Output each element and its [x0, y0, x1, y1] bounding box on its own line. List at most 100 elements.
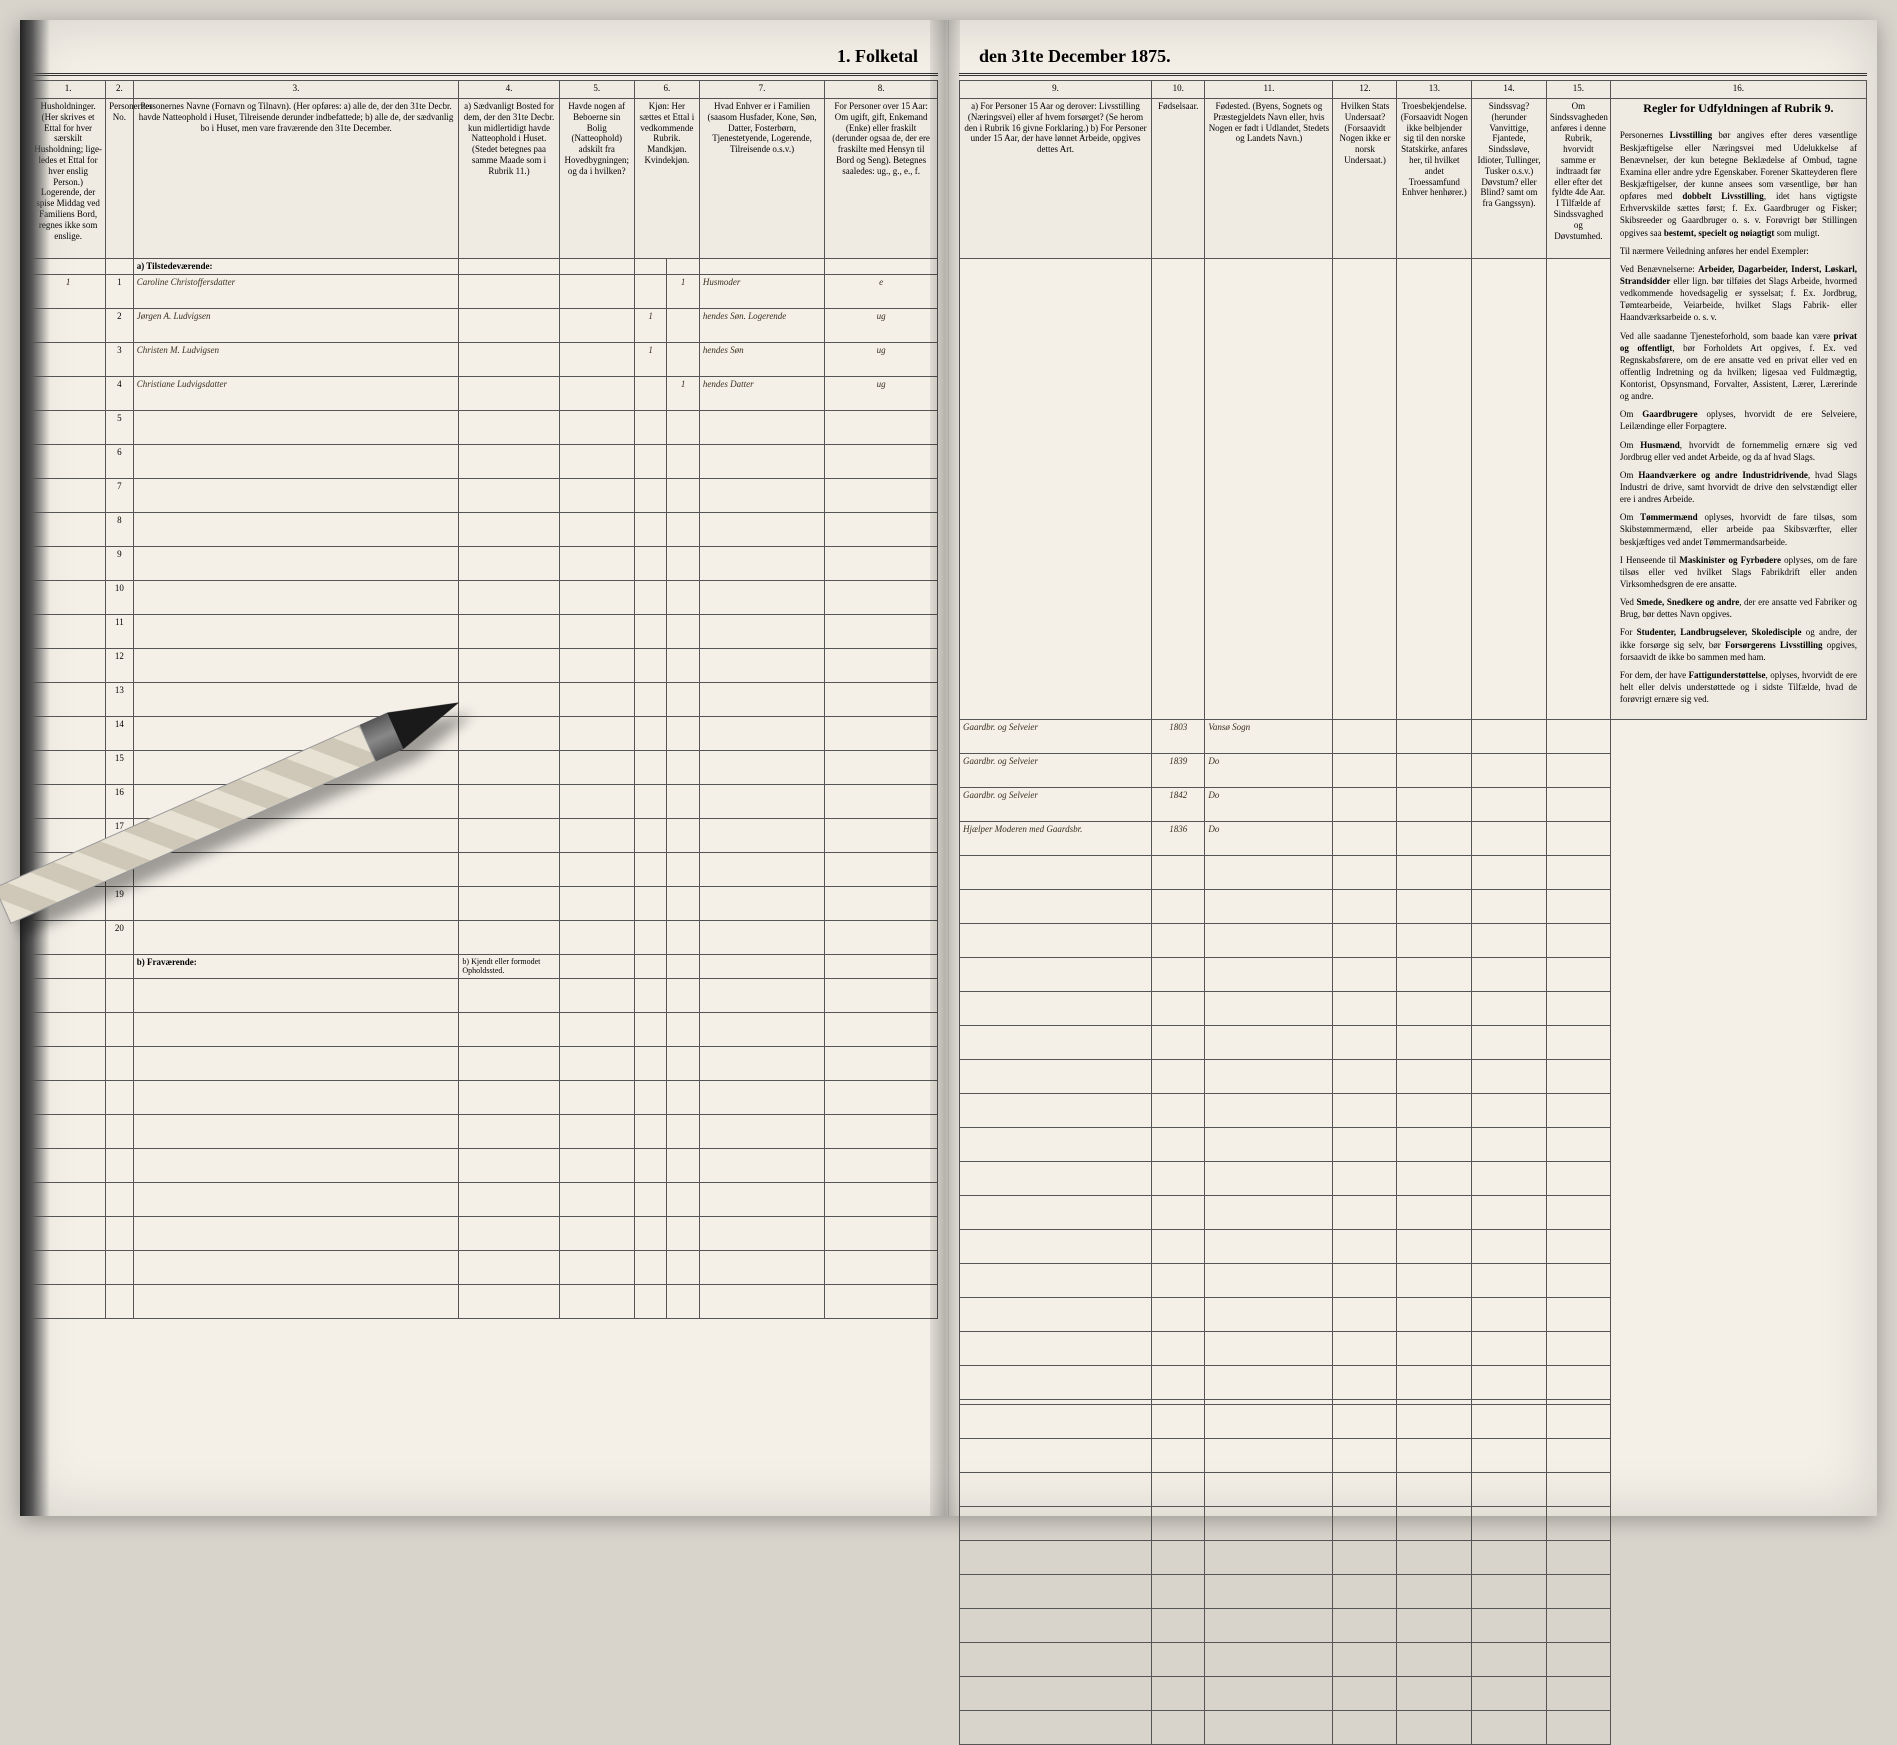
birth-year: 1836 [1152, 822, 1205, 856]
right-table-body-b [960, 1405, 1867, 1745]
person-num: 20 [106, 920, 134, 954]
instructions-paragraph: Personernes Livsstilling bør angives eft… [1620, 129, 1857, 238]
table-row: 9 [31, 546, 938, 580]
person-num: 6 [106, 444, 134, 478]
table-row [960, 1162, 1867, 1196]
sex-f: 1 [667, 376, 700, 410]
table-row [960, 1643, 1867, 1677]
header-row-right: a) For Personer 15 Aar og derover: Livss… [960, 99, 1867, 259]
table-row: 15 [31, 750, 938, 784]
section-a-label-row: a) Tilstedeværende: [31, 259, 938, 275]
header-row: Husholdninger. (Her skrives et Ettal for… [31, 99, 938, 259]
family-rel: hendes Søn. Logerende [699, 308, 824, 342]
instructions-paragraph: Til nærmere Veiledning anføres her endel… [1620, 245, 1857, 257]
table-row: 4Christiane Ludvigsdatter1hendes Datteru… [31, 376, 938, 410]
table-row: 11 [31, 614, 938, 648]
person-num: 12 [106, 648, 134, 682]
instructions-paragraph: Om Haandværkere og andre Industridrivend… [1620, 469, 1857, 505]
cell-sinds [1472, 788, 1547, 822]
instructions-paragraph: Ved Benævnelserne: Arbeider, Dagarbeider… [1620, 263, 1857, 324]
right-page: den 31te December 1875. 9. 10. 11. 12. 1… [949, 20, 1877, 1516]
table-row [31, 1216, 938, 1250]
census-book: 1. Folketal 1. 2. 3. 4. 5. 6. 7. 8. Hush… [20, 20, 1877, 1516]
cell-sinds2 [1546, 822, 1610, 856]
header-15: Om Sindssvagheden anføres i denne Rubrik… [1546, 99, 1610, 259]
table-row: 19 [31, 886, 938, 920]
person-num: 8 [106, 512, 134, 546]
birth-year: 1803 [1152, 720, 1205, 754]
cell-sinds [1472, 822, 1547, 856]
occupation: Gaardbr. og Selveier [960, 754, 1152, 788]
table-row [31, 1250, 938, 1284]
header-3: Personernes Navne (Fornavn og Tilnavn). … [133, 99, 459, 259]
table-row: 2Jørgen A. Ludvigsen1hendes Søn. Logeren… [31, 308, 938, 342]
instructions-paragraph: Ved alle saadanne Tjenesteforhold, som b… [1620, 330, 1857, 403]
col-num-5: 5. [559, 81, 634, 99]
table-row [31, 978, 938, 1012]
table-row [960, 1094, 1867, 1128]
sex-m: 1 [634, 308, 667, 342]
instructions-paragraph: For Studenter, Landbrugselever, Skoledis… [1620, 626, 1857, 662]
person-num: 3 [106, 342, 134, 376]
sex-m: 1 [634, 342, 667, 376]
sex-m [634, 274, 667, 308]
table-row [31, 1012, 938, 1046]
table-row [960, 1298, 1867, 1332]
col-num-16: 16. [1610, 81, 1866, 99]
header-7: Hvad Enhver er i Familien (saasom Husfad… [699, 99, 824, 259]
col-num-14: 14. [1472, 81, 1547, 99]
table-row [960, 1128, 1867, 1162]
col-num-8: 8. [825, 81, 938, 99]
table-row [960, 1264, 1867, 1298]
table-row [960, 1439, 1867, 1473]
person-num: 5 [106, 410, 134, 444]
instructions-paragraph: Ved Smede, Snedkere og andre, der ere an… [1620, 596, 1857, 620]
occupation: Gaardbr. og Selveier [960, 788, 1152, 822]
page-title-right: den 31te December 1875. [959, 40, 1867, 76]
cell-troes [1397, 720, 1472, 754]
table-row: 11Caroline Christoffersdatter1Husmodere [31, 274, 938, 308]
table-row [960, 1060, 1867, 1094]
cell-undersaat [1333, 754, 1397, 788]
instructions-paragraph: Om Husmænd, hvorvidt de fornemmelig ernæ… [1620, 439, 1857, 463]
col-num-2: 2. [106, 81, 134, 99]
table-row [960, 1405, 1867, 1439]
table-row [960, 890, 1867, 924]
table-row [960, 1575, 1867, 1609]
col-num-15: 15. [1546, 81, 1610, 99]
cell-sinds2 [1546, 754, 1610, 788]
header-2: Personernes No. [106, 99, 134, 259]
person-num: 13 [106, 682, 134, 716]
col-num-3: 3. [133, 81, 459, 99]
header-14: Sindssvag? (herunder Vanvittige, Fjanted… [1472, 99, 1547, 259]
col-num-10: 10. [1152, 81, 1205, 99]
table-row [31, 1148, 938, 1182]
col-num-12: 12. [1333, 81, 1397, 99]
col-num-6: 6. [634, 81, 699, 99]
occupation: Hjælper Moderen med Gaardsbr. [960, 822, 1152, 856]
cell-bolig [559, 274, 634, 308]
table-row [960, 1711, 1867, 1745]
instructions-title: Regler for Udfyldningen af Rubrik 9. [1614, 101, 1863, 115]
occupation: Gaardbr. og Selveier [960, 720, 1152, 754]
cell-bolig [559, 308, 634, 342]
table-row [960, 1332, 1867, 1366]
cell-bosted [459, 274, 559, 308]
instructions-paragraph: I Henseende til Maskinister og Fyrbødere… [1620, 554, 1857, 590]
birth-year: 1842 [1152, 788, 1205, 822]
table-row: Gaardbr. og Selveier1842Do [960, 788, 1867, 822]
cell-troes [1397, 754, 1472, 788]
birth-year: 1839 [1152, 754, 1205, 788]
table-row [960, 1196, 1867, 1230]
cell-undersaat [1333, 788, 1397, 822]
table-row [960, 1541, 1867, 1575]
table-row: 5 [31, 410, 938, 444]
person-num: 14 [106, 716, 134, 750]
table-row: 3Christen M. Ludvigsen1hendes Sønug [31, 342, 938, 376]
cell-sinds2 [1546, 788, 1610, 822]
table-row [960, 958, 1867, 992]
person-num: 10 [106, 580, 134, 614]
book-spine [930, 20, 960, 1516]
header-9: a) For Personer 15 Aar og derover: Livss… [960, 99, 1152, 259]
person-num: 9 [106, 546, 134, 580]
